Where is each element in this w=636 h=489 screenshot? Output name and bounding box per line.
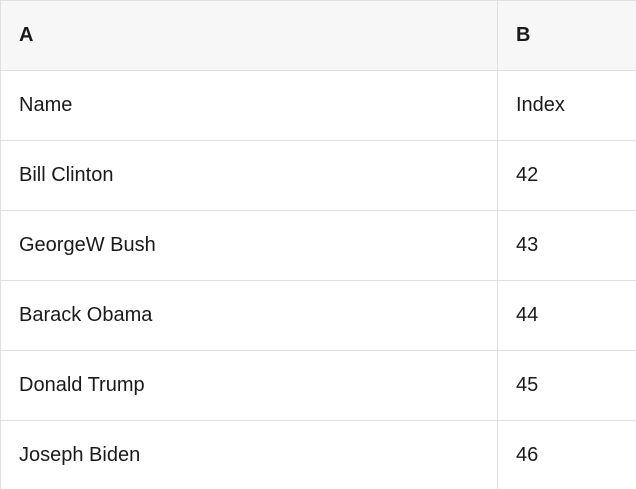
cell-index[interactable]: 42 — [497, 140, 636, 211]
cell-index[interactable]: 44 — [497, 280, 636, 351]
table-row: Donald Trump 45 — [0, 350, 636, 421]
cell-name[interactable]: Barack Obama — [0, 280, 498, 351]
table-row: Joseph Biden 46 — [0, 420, 636, 489]
table-row: Bill Clinton 42 — [0, 140, 636, 211]
table-header: A B — [0, 0, 636, 71]
cell-index[interactable]: 45 — [497, 350, 636, 421]
table-row: GeorgeW Bush 43 — [0, 210, 636, 281]
table-row: Barack Obama 44 — [0, 280, 636, 351]
cell-name[interactable]: Donald Trump — [0, 350, 498, 421]
cell-index[interactable]: 46 — [497, 420, 636, 489]
cell-index[interactable]: 43 — [497, 210, 636, 281]
cell-name[interactable]: Joseph Biden — [0, 420, 498, 489]
cell-name-header[interactable]: Name — [0, 70, 498, 141]
table-body: Name Index Bill Clinton 42 GeorgeW Bush … — [0, 70, 636, 489]
column-header-a[interactable]: A — [0, 0, 498, 71]
cell-name[interactable]: GeorgeW Bush — [0, 210, 498, 281]
header-row: A B — [0, 0, 636, 71]
cell-name[interactable]: Bill Clinton — [0, 140, 498, 211]
column-header-b[interactable]: B — [497, 0, 636, 71]
table-row: Name Index — [0, 70, 636, 141]
cell-index-header[interactable]: Index — [497, 70, 636, 141]
